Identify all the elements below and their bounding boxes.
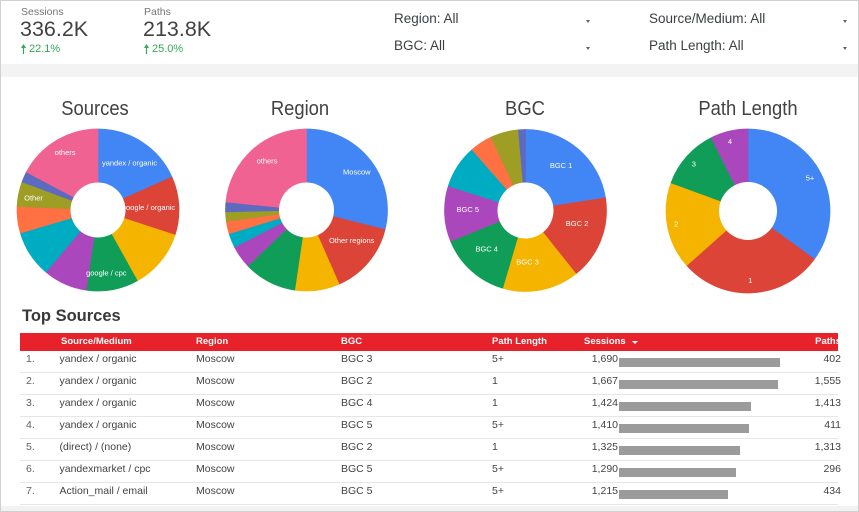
svg-text:BGC 4: BGC 4 [475,245,498,254]
svg-text:Other regions: Other regions [329,236,375,245]
svg-text:Moscow: Moscow [343,168,371,177]
svg-text:BGC 3: BGC 3 [516,258,539,267]
svg-text:5+: 5+ [806,173,815,182]
svg-text:BGC 1: BGC 1 [550,161,573,170]
svg-text:1: 1 [748,276,752,285]
svg-text:BGC 5: BGC 5 [457,205,480,214]
svg-text:BGC 2: BGC 2 [566,219,589,228]
svg-text:2: 2 [674,220,678,229]
svg-text:3: 3 [692,159,696,168]
svg-text:4: 4 [728,137,732,146]
svg-text:others: others [55,148,76,157]
svg-text:Other: Other [24,193,43,202]
svg-text:yandex / organic: yandex / organic [102,159,157,168]
svg-text:google / organic: google / organic [122,203,176,212]
svg-text:google / cpc: google / cpc [86,268,127,277]
svg-text:others: others [257,157,278,166]
